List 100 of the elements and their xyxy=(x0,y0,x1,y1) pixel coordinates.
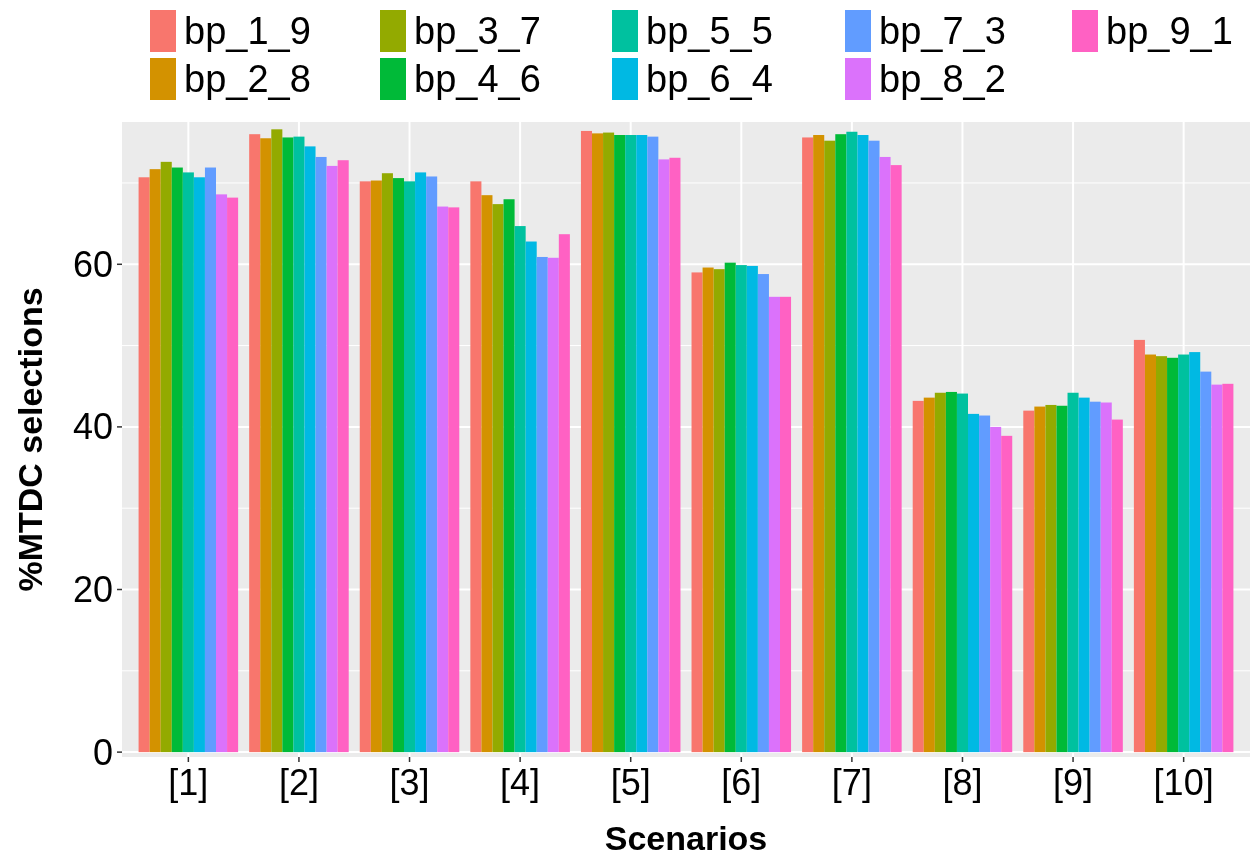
bar xyxy=(182,172,194,753)
bar xyxy=(813,135,825,753)
bar xyxy=(702,267,714,753)
bar xyxy=(304,146,316,753)
y-tick-label: 20 xyxy=(72,569,113,611)
bar xyxy=(1178,354,1190,753)
bar xyxy=(614,135,626,753)
bar xyxy=(503,199,515,753)
bar xyxy=(293,136,305,753)
bar xyxy=(1211,384,1223,753)
bar xyxy=(824,140,836,753)
bar xyxy=(337,160,349,753)
bar xyxy=(171,167,183,753)
bar xyxy=(437,206,449,753)
bar xyxy=(835,134,847,753)
bar xyxy=(1222,383,1234,753)
bar xyxy=(326,165,338,753)
bar xyxy=(968,413,980,753)
bar xyxy=(138,177,150,753)
bar xyxy=(1111,419,1123,753)
bar xyxy=(1078,397,1090,753)
x-tick-label: [6] xyxy=(721,762,762,803)
legend-label: bp_9_1 xyxy=(1106,10,1233,53)
bar xyxy=(1156,356,1168,753)
bar xyxy=(603,132,615,753)
bar xyxy=(879,156,891,753)
bar xyxy=(392,178,404,753)
y-tick-label: 60 xyxy=(72,243,113,285)
bar xyxy=(1067,392,1079,753)
legend-label: bp_3_7 xyxy=(414,10,541,53)
bar xyxy=(912,400,924,753)
bar xyxy=(204,167,216,753)
x-tick-label: [2] xyxy=(278,762,319,803)
legend-label: bp_6_4 xyxy=(646,58,773,101)
x-axis-title: Scenarios xyxy=(604,819,768,857)
bar xyxy=(149,169,161,753)
legend-label: bp_2_8 xyxy=(184,58,311,101)
bar xyxy=(956,393,968,753)
bar xyxy=(636,135,648,753)
y-axis-title: %MTDC selections xyxy=(11,287,49,592)
legend-label: bp_1_9 xyxy=(184,10,311,53)
bar xyxy=(724,262,736,753)
legend-label: bp_4_6 xyxy=(414,58,541,101)
bar xyxy=(713,269,725,753)
bar xyxy=(1089,401,1101,753)
bar xyxy=(979,415,991,753)
bar xyxy=(735,265,747,753)
y-tick-label: 40 xyxy=(72,406,113,448)
bar xyxy=(536,256,548,753)
bar xyxy=(260,138,272,753)
bar xyxy=(525,241,537,753)
bar xyxy=(1034,406,1046,753)
bar xyxy=(359,181,371,753)
bar xyxy=(857,135,869,753)
bar xyxy=(426,176,438,753)
legend-label: bp_5_5 xyxy=(646,10,773,53)
bar xyxy=(1133,339,1145,753)
bar xyxy=(923,397,935,753)
bar xyxy=(780,296,792,753)
y-tick-label: 0 xyxy=(92,731,113,773)
bar xyxy=(768,296,780,753)
bar xyxy=(658,159,670,753)
bar xyxy=(1144,354,1156,753)
bar xyxy=(558,234,570,753)
bar xyxy=(868,140,880,753)
x-tick-label: [8] xyxy=(942,762,983,803)
bar xyxy=(216,194,228,753)
legend-label: bp_8_2 xyxy=(879,58,1006,101)
bar xyxy=(315,156,327,753)
bar xyxy=(647,136,659,753)
bar xyxy=(1023,410,1035,753)
bar xyxy=(404,181,416,753)
bar xyxy=(990,426,1002,753)
bar xyxy=(481,195,493,753)
x-tick-label: [10] xyxy=(1153,762,1214,803)
bar xyxy=(227,197,239,753)
bar xyxy=(691,272,703,753)
bar xyxy=(580,130,592,753)
bar xyxy=(934,392,946,753)
bar xyxy=(492,204,504,753)
bar xyxy=(193,177,205,753)
bar xyxy=(592,133,604,753)
bar xyxy=(160,161,172,753)
bar xyxy=(271,129,283,753)
bar xyxy=(282,137,294,753)
bar xyxy=(1167,357,1179,753)
bar xyxy=(669,157,681,753)
bar xyxy=(514,226,526,753)
bar xyxy=(1200,371,1212,753)
bar xyxy=(370,180,382,753)
legend-label: bp_7_3 xyxy=(879,10,1006,53)
x-tick-label: [1] xyxy=(168,762,209,803)
x-tick-label: [3] xyxy=(389,762,430,803)
bar xyxy=(448,207,460,753)
bar xyxy=(1056,405,1068,753)
bar xyxy=(625,135,637,753)
bar xyxy=(802,137,814,753)
bar xyxy=(470,181,482,753)
bar xyxy=(249,134,261,753)
bar xyxy=(945,391,957,753)
